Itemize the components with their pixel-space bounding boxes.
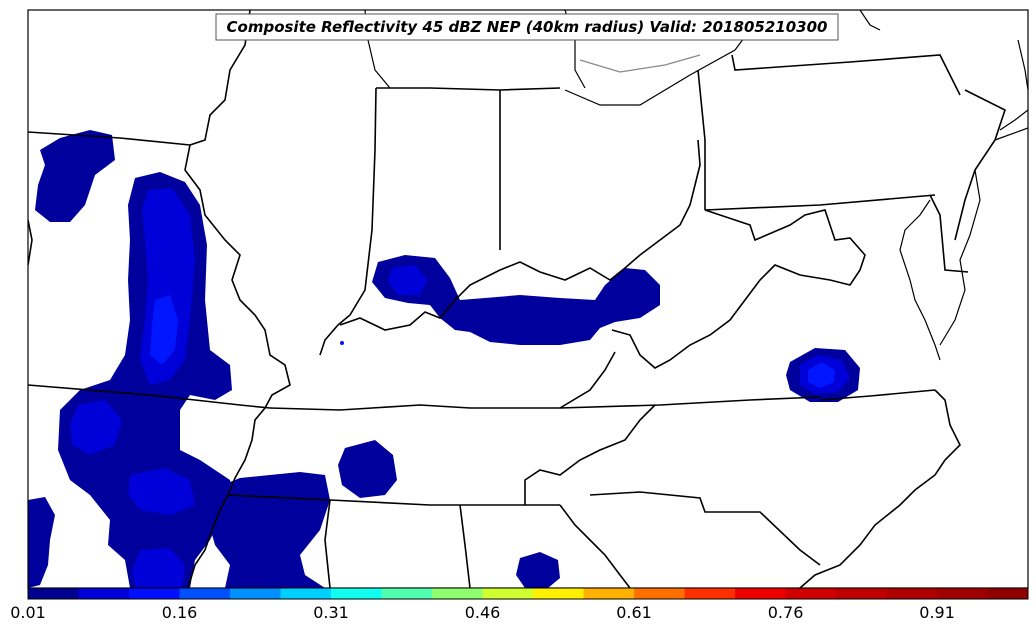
border-ny-nj — [954, 89, 1006, 241]
prob-region-southeast — [516, 552, 560, 588]
lake-erie-outline — [579, 54, 701, 73]
colorbar-frame — [27, 587, 1029, 600]
colorbar-segment — [230, 588, 282, 599]
prob-region-west-mid-2 — [70, 400, 122, 455]
border-ms-al — [324, 499, 331, 588]
prob-region-dot — [340, 341, 344, 345]
colorbar-segment — [735, 588, 787, 599]
coast-atlantic — [799, 389, 961, 588]
colorbar-tick-label: 0.31 — [313, 603, 349, 622]
lake-shore-right — [1017, 39, 1028, 91]
coast-northeast — [999, 109, 1028, 131]
map-title: Composite Reflectivity 45 dBZ NEP (40km … — [227, 18, 828, 36]
border-mason-dixon — [704, 194, 936, 211]
colorbar-segment — [381, 588, 433, 599]
border-va-nc — [819, 389, 936, 401]
border-al-ga — [459, 504, 471, 588]
colorbar-segment — [129, 588, 181, 599]
prob-region-indiana-mid — [388, 265, 428, 295]
colorbar-ticks: 0.01 0.16 0.31 0.46 0.61 0.76 0.91 — [10, 603, 955, 622]
colorbar-segment — [937, 588, 989, 599]
colorbar-segment — [533, 588, 585, 599]
border-tn-south — [227, 494, 560, 506]
border-mo-ks — [28, 219, 33, 266]
border-west-virginia — [611, 209, 866, 369]
colorbar-segment — [28, 588, 80, 599]
border-ga-sc — [559, 504, 631, 588]
colorbar — [27, 587, 1029, 600]
title-box: Composite Reflectivity 45 dBZ NEP (40km … — [215, 13, 839, 41]
probability-contours — [28, 130, 860, 588]
border-delaware — [929, 194, 969, 273]
border-tn-nc — [524, 404, 656, 505]
border-ky-tn — [269, 396, 821, 411]
colorbar-segment — [836, 588, 888, 599]
colorbar-segment — [684, 588, 736, 599]
colorbar-segment — [432, 588, 484, 599]
lake-erie-shore — [564, 29, 751, 106]
border-il-in — [319, 87, 377, 356]
colorbar-segment — [987, 588, 1029, 599]
colorbar-segment — [785, 588, 837, 599]
prob-region-ohio-valley — [372, 255, 660, 345]
colorbar-segment — [331, 588, 383, 599]
border-oh-pa — [697, 69, 706, 210]
lake-shore-top-2 — [859, 10, 881, 31]
prob-region-arkansas — [208, 472, 330, 588]
coast-long-island — [994, 127, 1028, 141]
border-mo-ar — [28, 384, 271, 409]
colorbar-segment — [280, 588, 332, 599]
colorbar-tick-label: 0.01 — [10, 603, 46, 622]
colorbar-tick-label: 0.61 — [616, 603, 652, 622]
border-lake-michigan — [376, 87, 561, 91]
boundaries — [28, 10, 1028, 588]
colorbar-tick-label: 0.16 — [162, 603, 198, 622]
prob-region-virginia-high — [808, 362, 835, 388]
colorbar-segment — [179, 588, 231, 599]
border-pa-north — [731, 54, 961, 96]
border-iowa-south — [28, 131, 191, 146]
colorbar-segment — [482, 588, 534, 599]
colorbar-segment — [886, 588, 938, 599]
colorbar-tick-label: 0.76 — [768, 603, 804, 622]
colorbar-segment — [634, 588, 686, 599]
colorbar-segment — [583, 588, 635, 599]
prob-region-west-band-high — [150, 295, 178, 365]
coast-nj — [939, 169, 981, 346]
prob-region-west-mid-4 — [132, 548, 185, 588]
prob-region-nw — [35, 130, 115, 222]
river-ohio — [339, 139, 701, 331]
border-ky-va — [559, 351, 616, 409]
colorbar-tick-label: 0.91 — [919, 603, 955, 622]
colorbar-segment — [78, 588, 130, 599]
border-nc-sc — [589, 491, 821, 566]
prob-region-far-west — [28, 497, 55, 588]
prob-region-west-mid-3 — [128, 468, 195, 515]
coast-chesapeake — [899, 199, 941, 361]
colorbar-tick-label: 0.46 — [465, 603, 501, 622]
prob-region-tn-west — [338, 440, 397, 498]
